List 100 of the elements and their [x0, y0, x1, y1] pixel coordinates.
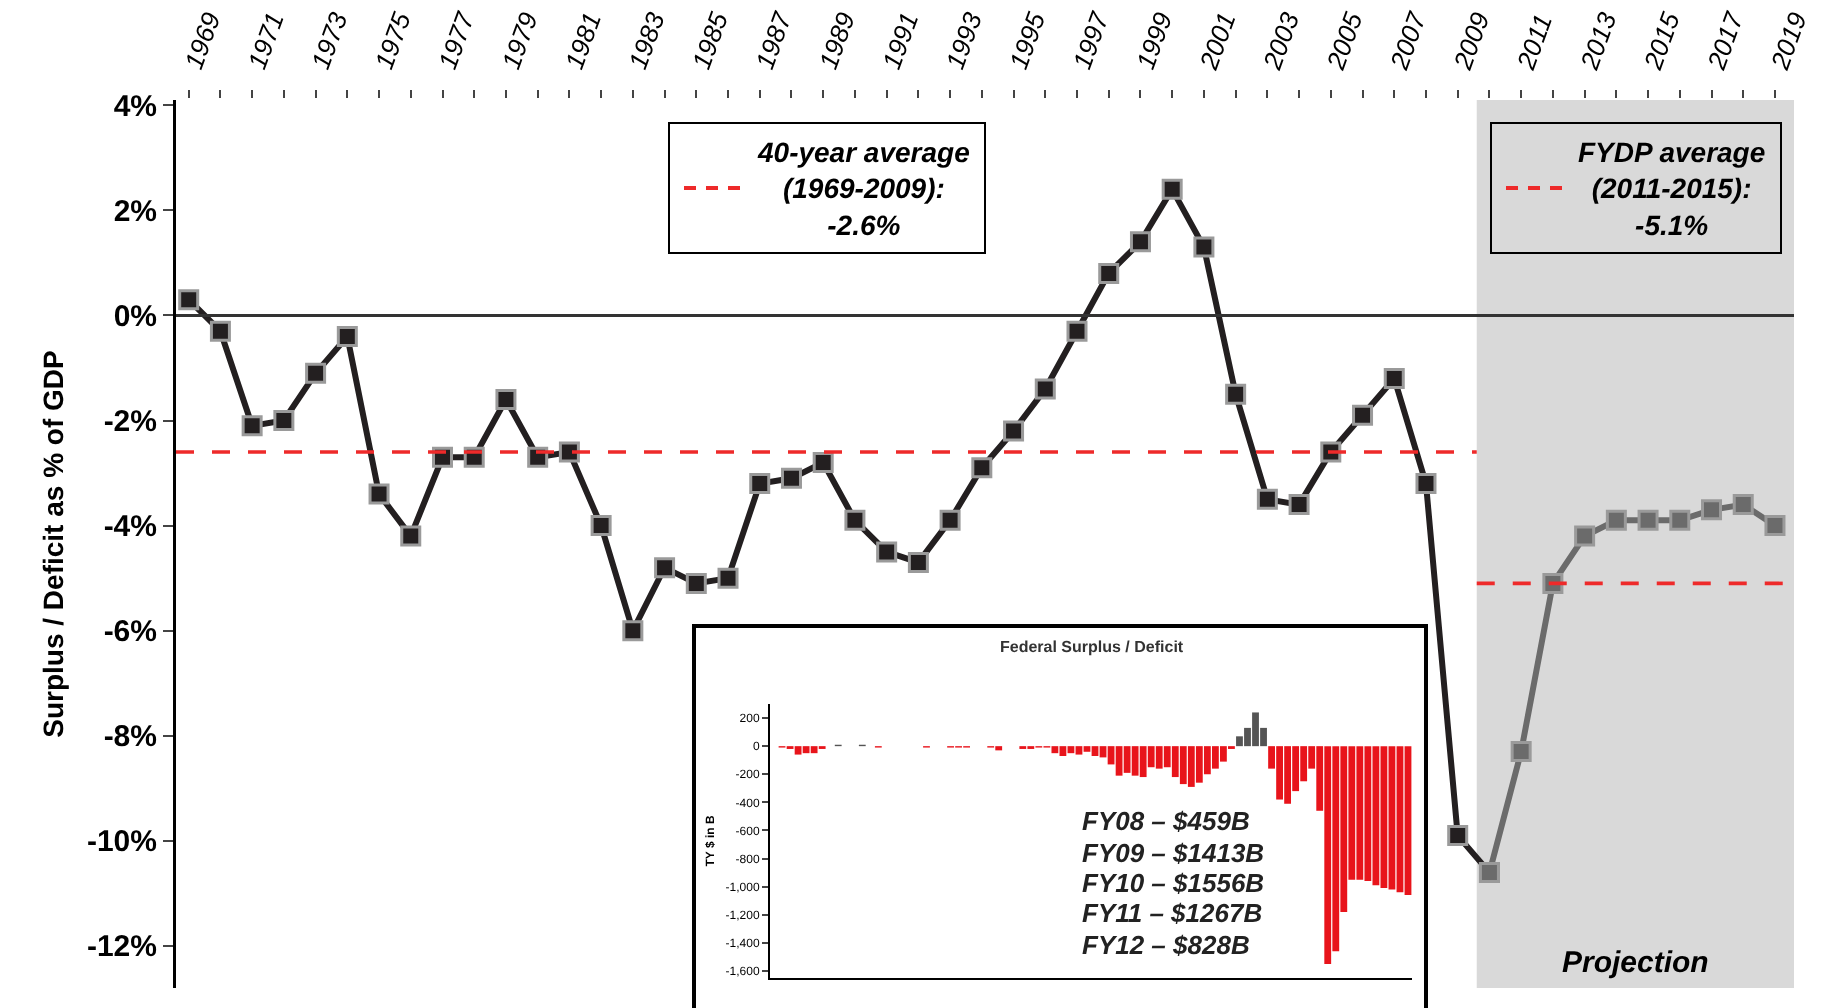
point — [685, 572, 707, 594]
x-tick-label: 2019 — [1763, 8, 1813, 75]
legend-label: 40-year average (1969-2009): -2.6% — [756, 136, 971, 241]
y-tick-label: -10% — [86, 825, 157, 860]
bar — [1252, 712, 1259, 747]
point — [1383, 367, 1405, 389]
point — [1701, 499, 1723, 521]
point — [1225, 383, 1247, 405]
point — [1003, 420, 1025, 442]
point — [812, 452, 834, 474]
point — [1193, 236, 1215, 258]
bar — [1203, 746, 1211, 775]
x-tick-label: 1983 — [622, 7, 671, 74]
y-tick-label: -8% — [103, 720, 157, 755]
x-tick-label: 1989 — [812, 8, 861, 74]
x-tick-label: 1977 — [432, 7, 481, 74]
x-tick-label: 2015 — [1637, 7, 1687, 75]
x-tick-label: 1975 — [368, 7, 418, 74]
point — [939, 509, 961, 531]
bar — [1075, 746, 1083, 755]
point — [1161, 178, 1183, 200]
x-tick-label: 2011 — [1510, 10, 1559, 75]
bar — [1324, 746, 1332, 964]
point — [1574, 525, 1596, 547]
bar — [802, 746, 810, 754]
x-tick-label: 1973 — [305, 7, 354, 74]
bar — [1179, 746, 1187, 785]
x-tick-label: 1985 — [685, 7, 735, 74]
point — [1637, 509, 1659, 531]
x-tick-label: 1995 — [1003, 7, 1052, 74]
bar — [1091, 746, 1099, 756]
legend-label: FYDP average (2011-2015): -5.1% — [1578, 136, 1766, 241]
bar — [1356, 746, 1364, 880]
annotation: FY08 – $459B — [1082, 806, 1250, 836]
point — [717, 567, 739, 589]
bar — [1139, 746, 1147, 778]
point — [241, 415, 263, 437]
point — [876, 541, 898, 563]
point — [1764, 515, 1786, 537]
bar — [1083, 746, 1091, 752]
point — [495, 389, 517, 410]
annotation: FY10 – $1556B — [1082, 868, 1265, 898]
y-tick-label: 2% — [113, 194, 157, 229]
x-tick-label: 2001 — [1192, 8, 1242, 75]
bar — [1059, 746, 1067, 756]
point — [209, 320, 231, 342]
bar — [1115, 746, 1123, 776]
x-tick-label: 2013 — [1573, 7, 1623, 75]
bar — [794, 746, 802, 755]
x-tick-label: 1993 — [939, 7, 989, 74]
bar — [1187, 746, 1195, 787]
chart-title: Federal Surplus / Deficit — [1000, 638, 1184, 656]
bar — [1372, 746, 1380, 886]
y-axis-title: Surplus / Deficit as % of GDP — [36, 350, 69, 738]
point — [1256, 488, 1278, 510]
bar — [1131, 746, 1139, 776]
point — [1352, 404, 1374, 426]
point — [1098, 262, 1120, 284]
x-tick-label: 2005 — [1319, 7, 1369, 75]
y-tick-label: 4% — [113, 89, 157, 124]
point — [1288, 494, 1310, 516]
y-tick-label: -6% — [103, 615, 157, 650]
x-tick-label: 1981 — [559, 8, 608, 74]
x-tick-label: 1969 — [178, 8, 227, 74]
point — [654, 557, 676, 579]
point — [368, 483, 390, 505]
annotation: FY12 – $828B — [1082, 930, 1250, 960]
x-tick-label: 1979 — [495, 8, 544, 74]
point — [1447, 825, 1469, 847]
x-tick-label: 2003 — [1256, 7, 1306, 75]
bar — [1171, 746, 1179, 778]
point — [780, 467, 802, 489]
point — [1415, 473, 1437, 495]
y-tick-label: 0% — [113, 299, 157, 334]
point — [971, 457, 993, 479]
x-tick-label: 1991 — [876, 8, 925, 74]
point — [1066, 320, 1088, 342]
annotation: FY09 – $1413B — [1082, 838, 1265, 868]
point — [305, 362, 327, 384]
annotation: FY11 – $1267B — [1082, 898, 1263, 928]
y-tick-label: -4% — [103, 510, 157, 545]
x-tick-label: 1971 — [241, 8, 290, 74]
bar — [1211, 746, 1219, 769]
bar — [1284, 746, 1292, 804]
y-tick-label: -2% — [103, 405, 157, 440]
bar — [810, 746, 818, 754]
bar — [1236, 736, 1243, 747]
x-tick-label: 2017 — [1700, 7, 1750, 75]
band-label: Projection — [1562, 946, 1709, 980]
bar — [1195, 746, 1203, 783]
y-tick-label: -12% — [86, 930, 157, 965]
point — [1605, 509, 1627, 531]
x-tick-label: 1999 — [1130, 8, 1179, 74]
point — [400, 525, 422, 547]
x-tick-label: 1987 — [749, 7, 798, 74]
point — [1034, 378, 1056, 400]
point — [907, 551, 929, 573]
x-tick-label: 2009 — [1446, 8, 1496, 75]
point — [590, 515, 612, 537]
bar — [1155, 746, 1163, 769]
